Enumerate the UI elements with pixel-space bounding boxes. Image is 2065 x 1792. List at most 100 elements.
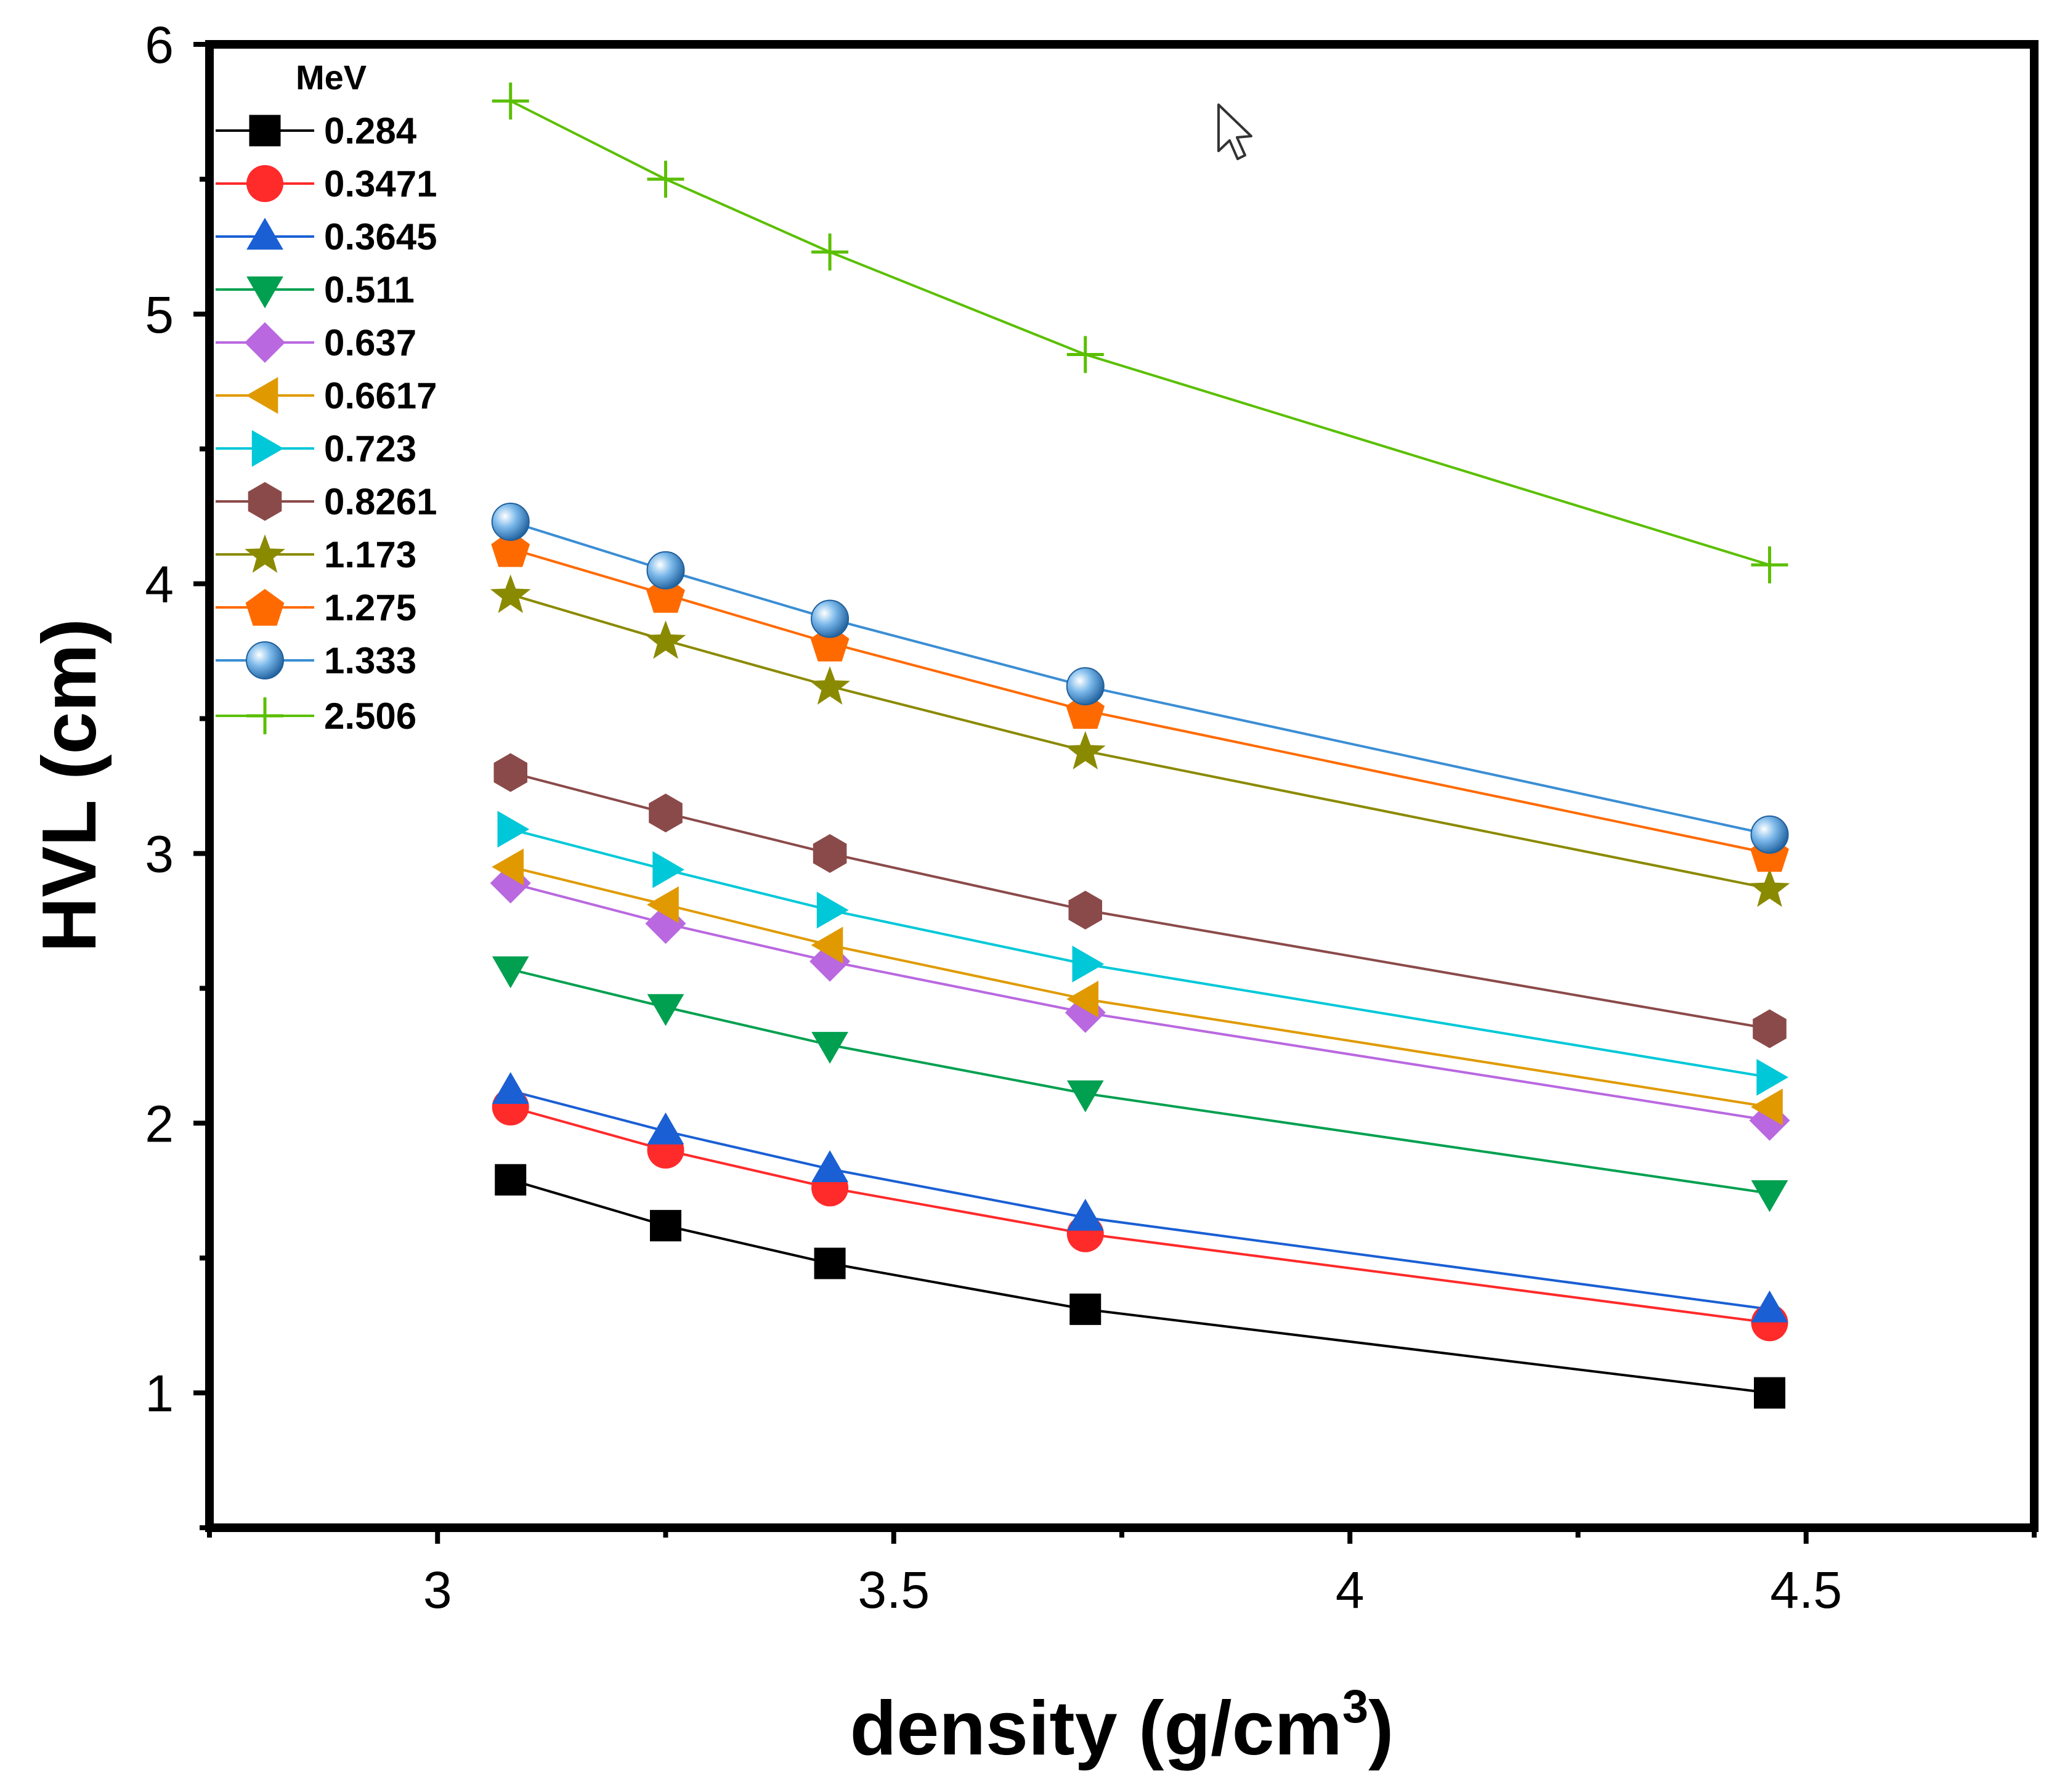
y-tick-label: 1 (145, 1364, 174, 1422)
legend-marker-1-275 (245, 589, 285, 626)
x-tick-label: 3 (423, 1561, 452, 1619)
legend-label: 0.511 (324, 269, 415, 310)
data-point-0-284-3 (1069, 1293, 1101, 1325)
data-point-0-284-1 (650, 1210, 681, 1242)
data-point-0-3645-2 (811, 1150, 848, 1182)
data-point-0-3645-4 (1751, 1290, 1788, 1323)
legend-marker-0-637 (245, 322, 285, 363)
data-point-1-275-0 (491, 530, 530, 567)
legend-item-0-723: 0.723 (216, 428, 416, 469)
legend-marker-1-173 (245, 534, 285, 573)
legend-item-0-284: 0.284 (216, 110, 417, 152)
x-axis-ticks: 3 3.5 4 4.5 (207, 1528, 2037, 1619)
data-point-0-8261-3 (1068, 890, 1102, 930)
legend-item-0-637: 0.637 (216, 322, 416, 363)
data-point-0-8261-4 (1753, 1009, 1787, 1048)
data-point-0-6617-4 (1751, 1089, 1783, 1125)
data-point-0-8261-1 (649, 793, 683, 833)
data-point-0-511-3 (1066, 1080, 1104, 1113)
data-point-0-511-1 (647, 994, 684, 1026)
legend-label: 0.723 (324, 428, 416, 469)
data-point-0-723-0 (497, 811, 530, 848)
legend-marker-0-723 (251, 430, 284, 467)
data-point-0-284-2 (814, 1247, 846, 1279)
legend-item-1-333: 1.333 (216, 640, 416, 681)
data-point-0-3645-0 (492, 1072, 529, 1104)
data-point-0-723-1 (652, 851, 684, 888)
x-tick-label: 3.5 (858, 1561, 930, 1619)
data-point-0-511-2 (811, 1032, 848, 1064)
data-point-2-506-3 (1066, 336, 1104, 373)
legend-label: 1.173 (324, 534, 416, 575)
y-tick-label: 6 (145, 16, 174, 74)
data-point-2-506-2 (811, 233, 849, 271)
legend-title: MeV (296, 58, 367, 97)
legend-item-0-3471: 0.3471 (216, 163, 437, 205)
data-point-1-173-0 (490, 574, 531, 614)
data-point-1-333-1 (646, 551, 685, 590)
y-tick-label: 2 (145, 1095, 174, 1153)
x-tick-label: 4.5 (1770, 1561, 1842, 1619)
series-markers (490, 82, 1790, 1409)
data-point-2-506-1 (647, 160, 684, 198)
data-point-0-723-3 (1072, 946, 1105, 983)
data-point-0-6617-3 (1066, 981, 1098, 1018)
data-point-0-284-0 (495, 1164, 527, 1196)
data-point-0-3645-1 (647, 1112, 684, 1145)
legend-label: 1.333 (324, 640, 416, 681)
legend-label: 0.3645 (324, 216, 437, 257)
data-point-0-723-2 (816, 891, 849, 929)
data-point-2-506-0 (492, 82, 529, 120)
y-tick-label: 3 (145, 825, 174, 883)
data-point-1-173-4 (1749, 868, 1790, 907)
legend-marker-2-506 (246, 697, 283, 734)
legend-item-2-506: 2.506 (216, 695, 416, 737)
data-point-0-6617-2 (811, 926, 843, 964)
cursor-arrow-icon (1217, 103, 1252, 160)
legend-marker-1-333 (246, 641, 284, 679)
legend-marker-0-3471 (246, 165, 283, 202)
legend-label: 1.275 (324, 587, 416, 628)
data-point-0-6617-1 (647, 886, 679, 923)
data-point-1-173-2 (809, 666, 850, 705)
data-point-1-173-3 (1065, 731, 1106, 769)
y-axis-title: HVL (cm) (27, 618, 112, 952)
legend-item-0-8261: 0.8261 (216, 481, 437, 522)
y-tick-label: 4 (145, 556, 174, 614)
data-point-0-511-4 (1751, 1180, 1788, 1212)
data-point-1-333-2 (811, 599, 850, 638)
data-point-0-8261-2 (813, 834, 847, 873)
y-axis-ticks: 1 2 3 4 5 6 (145, 16, 209, 1530)
data-point-0-284-4 (1754, 1377, 1786, 1409)
legend-marker-0-284 (249, 115, 281, 147)
legend-item-0-3645: 0.3645 (216, 216, 437, 257)
data-point-0-511-0 (492, 956, 529, 989)
legend-marker-0-8261 (248, 482, 282, 521)
legend-item-0-511: 0.511 (216, 269, 415, 310)
data-point-1-333-4 (1750, 815, 1789, 854)
legend-marker-0-6617 (246, 377, 278, 414)
x-tick-label: 4 (1336, 1561, 1365, 1619)
legend-item-1-173: 1.173 (216, 534, 416, 575)
data-point-0-8261-0 (493, 753, 527, 792)
data-point-1-333-0 (491, 502, 530, 541)
legend-label: 0.284 (324, 110, 417, 152)
legend-label: 0.3471 (324, 163, 437, 205)
legend-marker-0-511 (246, 276, 283, 309)
data-point-1-173-1 (645, 620, 686, 659)
data-point-0-3645-3 (1066, 1199, 1104, 1231)
data-point-1-333-3 (1066, 667, 1105, 706)
legend-label: 0.637 (324, 322, 416, 363)
y-tick-label: 5 (145, 286, 174, 344)
legend-item-0-6617: 0.6617 (216, 375, 437, 416)
data-point-0-723-4 (1756, 1059, 1788, 1096)
data-point-0-6617-0 (492, 848, 524, 886)
legend-label: 0.8261 (324, 481, 437, 522)
legend-label: 2.506 (324, 695, 416, 737)
data-point-2-506-4 (1751, 546, 1788, 583)
legend-label: 0.6617 (324, 375, 437, 416)
x-axis-title: density (g/cm3) (850, 1681, 1394, 1771)
legend-item-1-275: 1.275 (216, 587, 416, 628)
